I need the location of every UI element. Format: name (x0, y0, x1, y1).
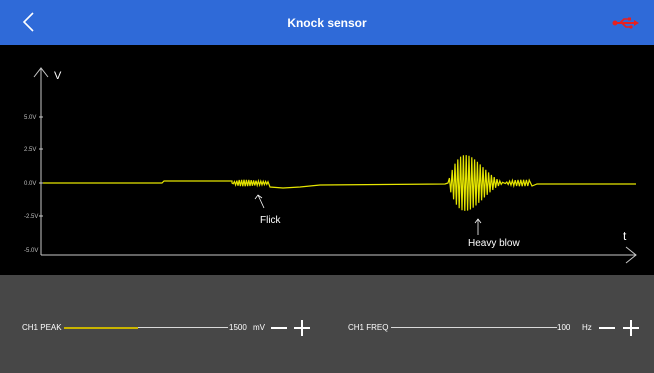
heavy-blow-pointer-head (474, 218, 482, 224)
waveform-trace (43, 155, 636, 211)
y-axis-arrow (33, 67, 49, 78)
freq-slider[interactable] (391, 327, 557, 328)
usb-icon (612, 17, 639, 29)
y-tick-label: 5.0V (24, 115, 36, 121)
annotation-flick: Flick (260, 215, 282, 226)
peak-unit: mV (253, 323, 265, 332)
x-axis-arrow (625, 246, 637, 264)
control-panel: CH1 PEAK 1500 mV CH1 FREQ 100 Hz (0, 275, 654, 373)
flick-pointer (257, 194, 265, 209)
freq-value: 100 (557, 323, 571, 332)
top-bar: Knock sensor (0, 0, 654, 45)
oscilloscope-area: V t 5.0V 2.5V 0.0V -2.5V -5.0V Flick Hea… (0, 45, 654, 275)
flick-pointer-head (254, 194, 263, 200)
freq-label: CH1 FREQ (348, 323, 389, 332)
peak-slider[interactable] (64, 326, 228, 329)
y-tick-group: 5.0V 2.5V 0.0V -2.5V -5.0V (24, 115, 43, 254)
freq-decrease-button[interactable] (599, 320, 615, 336)
waveform-graph: V t 5.0V 2.5V 0.0V -2.5V -5.0V Flick Hea… (24, 67, 637, 264)
peak-value: 1500 (229, 323, 247, 332)
y-tick-label: 2.5V (24, 147, 36, 153)
page-title: Knock sensor (287, 16, 367, 30)
freq-increase-button[interactable] (623, 320, 639, 336)
peak-decrease-button[interactable] (271, 320, 287, 336)
peak-increase-button[interactable] (294, 320, 310, 336)
annotation-heavy-blow: Heavy blow (468, 238, 520, 249)
y-tick-label: -5.0V (24, 248, 38, 254)
y-tick-label: -2.5V (24, 214, 38, 220)
freq-unit: Hz (582, 323, 592, 332)
x-axis-label: t (623, 229, 627, 243)
peak-label: CH1 PEAK (22, 323, 62, 332)
chevron-left-icon[interactable] (18, 10, 42, 34)
y-tick-label: 0.0V (24, 181, 36, 187)
peak-slider-fill (64, 326, 138, 329)
y-axis-label: V (54, 70, 62, 82)
